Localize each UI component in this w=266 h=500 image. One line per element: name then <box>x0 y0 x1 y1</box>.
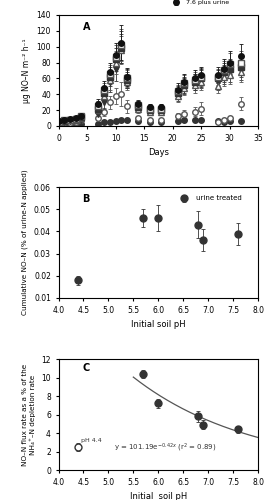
Text: B: B <box>82 194 90 203</box>
Y-axis label: μg NO–N m⁻² h⁻¹: μg NO–N m⁻² h⁻¹ <box>22 38 31 102</box>
Y-axis label: Cumulative NO–N (% of urine-N applied): Cumulative NO–N (% of urine-N applied) <box>22 170 28 316</box>
Text: A: A <box>82 22 90 32</box>
Y-axis label: NO–N flux rate as a % of the
NH₄⁺–N depletion rate: NO–N flux rate as a % of the NH₄⁺–N depl… <box>22 364 36 466</box>
Text: y = 101.19e$^{-0.42x}$ (r$^2$ = 0.89): y = 101.19e$^{-0.42x}$ (r$^2$ = 0.89) <box>114 442 217 454</box>
Text: C: C <box>82 364 90 374</box>
X-axis label: Initial  soil pH: Initial soil pH <box>130 492 187 500</box>
Legend: 5.2 nil urine, 4.4 plus urine, 5.7 plus urine, 6.0 plus urine, 6.8 plus urine, 6: 5.2 nil urine, 4.4 plus urine, 5.7 plus … <box>171 0 229 6</box>
X-axis label: Initial soil pH: Initial soil pH <box>131 320 186 329</box>
Text: pH 4.4: pH 4.4 <box>81 438 102 444</box>
X-axis label: Days: Days <box>148 148 169 157</box>
Legend: urine treated: urine treated <box>174 192 244 204</box>
